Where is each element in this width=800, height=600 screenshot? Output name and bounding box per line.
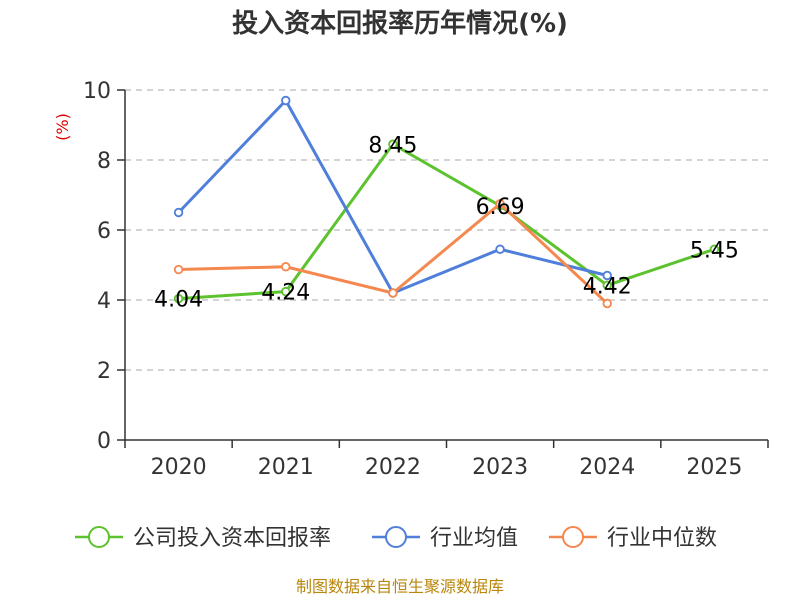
data-label: 8.45 [368,133,417,158]
legend-marker-1 [385,526,407,548]
legend: 公司投入资本回报率 行业均值 行业中位数 [75,526,717,551]
data-point [709,244,720,254]
data-point [602,270,612,281]
data-point [602,298,612,309]
data-point [173,207,184,218]
y-unit-label: (%) [53,113,72,141]
y-tick-label: 8 [97,149,111,174]
data-label: 4.04 [154,288,203,313]
y-tick-label: 10 [83,79,111,104]
y-tick-label: 0 [97,429,111,454]
x-tick-label: 2020 [151,455,207,480]
source-note: 制图数据来自恒生聚源数据库 [296,577,504,596]
axis-layer: 0 2 4 6 8 10 2020 2021 2022 2023 2024 2025 [83,79,769,480]
data-point [602,280,612,290]
legend-marker-0 [88,526,110,548]
data-point [281,95,291,106]
data-point [281,262,291,272]
legend-label-1: 行业均值 [430,526,518,551]
data-point [173,264,184,275]
x-tick-label: 2025 [686,455,742,480]
data-point [388,139,398,149]
legend-label-0: 公司投入资本回报率 [133,526,331,551]
legend-marker-2 [562,526,584,548]
data-label-layer: 4.04 4.24 8.45 6.69 4.42 5.45 [154,133,739,312]
x-tick-label: 2021 [258,455,314,480]
series-layer [173,95,720,309]
data-label: 4.42 [583,274,632,299]
data-label: 5.45 [690,238,739,263]
data-point [495,244,505,254]
grid-layer [125,89,768,371]
data-point [281,286,291,297]
data-label: 6.69 [476,195,525,220]
data-label: 4.24 [261,281,310,306]
legend-label-2: 行业中位数 [607,526,717,551]
series-line-0 [178,142,715,301]
data-point [388,288,398,298]
y-tick-label: 4 [97,289,111,314]
data-point [495,199,505,209]
chart-title: 投入资本回报率历年情况(%) [232,8,568,39]
x-tick-label: 2022 [365,455,421,480]
series-line-1 [177,99,608,295]
x-tick-label: 2023 [472,455,528,480]
y-tick-label: 2 [97,359,111,384]
y-tick-label: 6 [97,219,111,244]
x-tick-label: 2024 [579,455,635,480]
data-point [173,293,184,304]
